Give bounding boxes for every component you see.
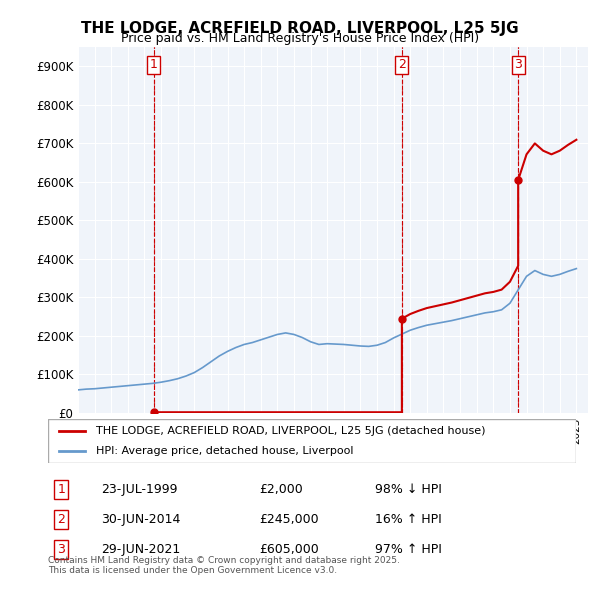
Text: 29-JUN-2021: 29-JUN-2021 <box>101 543 180 556</box>
Text: 3: 3 <box>57 543 65 556</box>
Text: 97% ↑ HPI: 97% ↑ HPI <box>376 543 442 556</box>
Text: £2,000: £2,000 <box>259 483 303 496</box>
Text: 2: 2 <box>398 58 406 71</box>
Text: 23-JUL-1999: 23-JUL-1999 <box>101 483 178 496</box>
Text: 1: 1 <box>57 483 65 496</box>
Text: 2: 2 <box>57 513 65 526</box>
Text: Price paid vs. HM Land Registry's House Price Index (HPI): Price paid vs. HM Land Registry's House … <box>121 32 479 45</box>
FancyBboxPatch shape <box>48 419 576 463</box>
Text: 3: 3 <box>514 58 522 71</box>
Text: THE LODGE, ACREFIELD ROAD, LIVERPOOL, L25 5JG: THE LODGE, ACREFIELD ROAD, LIVERPOOL, L2… <box>81 21 519 35</box>
Text: Contains HM Land Registry data © Crown copyright and database right 2025.
This d: Contains HM Land Registry data © Crown c… <box>48 556 400 575</box>
Text: 30-JUN-2014: 30-JUN-2014 <box>101 513 180 526</box>
Text: 98% ↓ HPI: 98% ↓ HPI <box>376 483 442 496</box>
Text: 1: 1 <box>150 58 158 71</box>
Text: 16% ↑ HPI: 16% ↑ HPI <box>376 513 442 526</box>
Text: £605,000: £605,000 <box>259 543 319 556</box>
Text: £245,000: £245,000 <box>259 513 319 526</box>
Text: HPI: Average price, detached house, Liverpool: HPI: Average price, detached house, Live… <box>95 446 353 455</box>
Text: THE LODGE, ACREFIELD ROAD, LIVERPOOL, L25 5JG (detached house): THE LODGE, ACREFIELD ROAD, LIVERPOOL, L2… <box>95 427 485 436</box>
